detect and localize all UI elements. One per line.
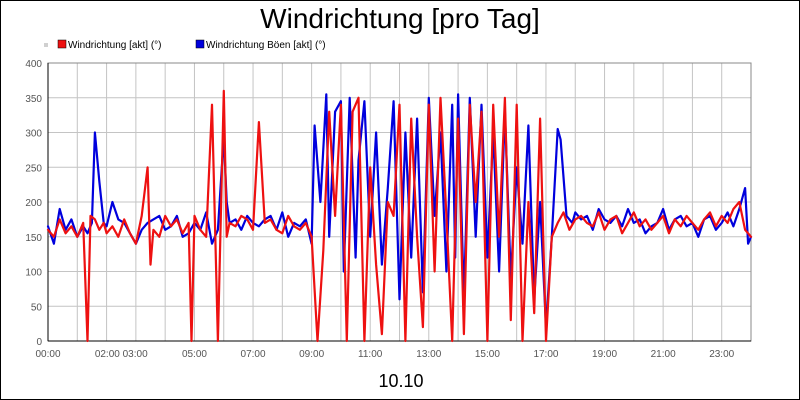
y-tick-label: 50: [31, 302, 43, 313]
x-tick-label: 05:00: [182, 349, 207, 360]
series-lines: [46, 89, 753, 343]
legend-label-windrichtung-boeen: Windrichtung Böen [akt] (°): [206, 40, 326, 51]
y-tick-label: 100: [25, 268, 42, 279]
x-axis-date-label: 10.10: [378, 371, 423, 391]
x-tick-label: 09:00: [299, 349, 324, 360]
x-tick-label: 19:00: [592, 349, 617, 360]
y-tick-label: 300: [25, 129, 42, 140]
axes: 0 50 100 150 200 250 300 350 400 00:00 02:00 03:00…: [25, 59, 752, 360]
x-tick-label: 21:00: [651, 349, 676, 360]
x-tick-label: 23:00: [709, 349, 734, 360]
legend-swatch-windrichtung-boeen: [195, 39, 205, 49]
chart-title: Windrichtung [pro Tag]: [260, 3, 540, 34]
y-tick-label: 400: [25, 59, 42, 70]
x-tick-label: 15:00: [475, 349, 500, 360]
legend: Windrichtung [akt] (°) Windrichtung Böen…: [44, 39, 326, 51]
series-line-gusts: [46, 93, 753, 329]
y-tick-label: 200: [25, 198, 42, 209]
legend-swatch-windrichtung: [57, 39, 67, 49]
legend-label-windrichtung: Windrichtung [akt] (°): [68, 40, 161, 51]
y-tick-label: 0: [36, 337, 42, 348]
x-tick-label: 17:00: [533, 349, 558, 360]
x-tick-label: 02:00 03:00: [95, 349, 148, 360]
x-tick-label: 07:00: [241, 349, 266, 360]
y-tick-label: 150: [25, 233, 42, 244]
x-tick-label: 11:00: [358, 349, 383, 360]
legend-marker-placeholder: [44, 43, 48, 47]
y-tick-label: 350: [25, 94, 42, 105]
series-line-direction: [46, 89, 753, 343]
x-tick-label: 00:00: [35, 349, 60, 360]
x-tick-label: 13:00: [416, 349, 441, 360]
y-tick-label: 250: [25, 163, 42, 174]
